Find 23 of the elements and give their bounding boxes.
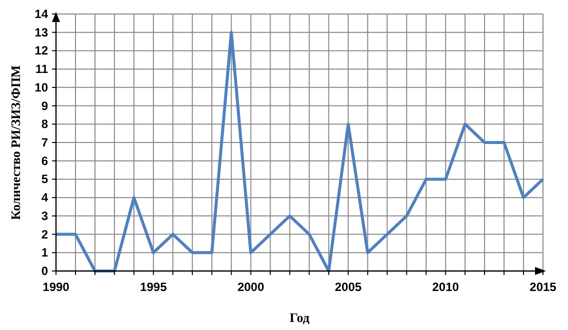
y-tick-label: 10 [34, 80, 48, 94]
x-tick-label: 1990 [42, 280, 70, 294]
y-tick-label: 0 [41, 264, 48, 278]
y-tick-label: 7 [41, 136, 48, 150]
y-tick-label: 4 [41, 190, 48, 205]
x-axis-title: Год [290, 310, 310, 325]
y-axis-title: Количество РИ/ЗИЗ/ФПМ [8, 65, 23, 220]
x-tick-label: 2015 [530, 280, 557, 294]
x-tick-label: 2000 [237, 280, 264, 294]
y-tick-label: 1 [41, 246, 48, 260]
y-tick-label: 6 [41, 154, 48, 168]
x-tick-label: 1995 [140, 280, 168, 294]
y-tick-label: 5 [41, 172, 48, 186]
y-tick-label: 14 [34, 7, 48, 21]
y-tick-label: 3 [41, 208, 48, 223]
y-tick-label: 13 [34, 25, 48, 40]
y-tick-label: 12 [34, 44, 48, 58]
y-tick-label: 2 [41, 227, 48, 242]
x-tick-label: 2005 [334, 280, 362, 294]
y-tick-label: 11 [35, 62, 48, 76]
y-tick-label: 8 [41, 117, 48, 132]
y-tick-label: 9 [41, 98, 48, 113]
x-tick-label: 2010 [432, 280, 460, 294]
